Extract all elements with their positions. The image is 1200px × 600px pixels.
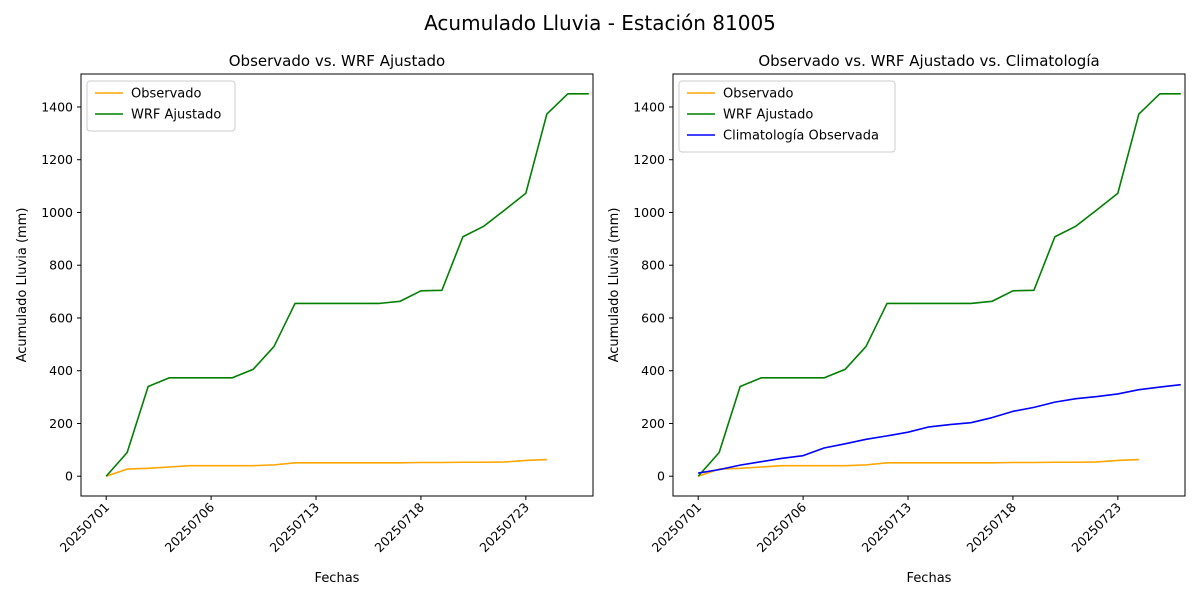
y-tick-label: 1200 <box>633 152 665 167</box>
y-tick-label: 0 <box>65 469 73 484</box>
x-tick-label: 20250713 <box>859 500 915 556</box>
y-axis-label: Acumulado Lluvia (mm) <box>15 208 30 363</box>
legend: Observado WRF Ajustado <box>86 80 236 132</box>
x-tick-label: 20250706 <box>754 499 810 555</box>
y-tick-label: 800 <box>49 258 73 273</box>
y-tick-label: 600 <box>49 310 73 325</box>
chart-panel-2: Observado vs. WRF Ajustado vs. Climatolo… <box>607 52 1186 586</box>
legend-entry: WRF Ajustado <box>723 108 813 123</box>
chart-panel-1: Observado vs. WRF Ajustado 0 200 400 600 800 1… <box>15 52 594 586</box>
y-tick-label: 1000 <box>633 205 665 220</box>
y-tick-label: 1000 <box>41 205 73 220</box>
series-line-observado <box>105 458 547 477</box>
legend-entry: WRF Ajustado <box>131 108 221 123</box>
y-tick-label: 400 <box>641 363 665 378</box>
plot-frame <box>80 73 594 497</box>
y-tick-label: 200 <box>641 416 665 431</box>
panel-title: Observado vs. WRF Ajustado <box>229 52 445 70</box>
x-axis-label: Fechas <box>315 571 360 586</box>
x-tick-label: 20250723 <box>476 500 532 556</box>
x-axis-label: Fechas <box>907 571 952 586</box>
series-line-wrf-ajustado <box>697 92 1181 477</box>
series-line-observado <box>697 458 1139 477</box>
legend: Observado WRF Ajustado Climatología Observ… <box>678 80 896 153</box>
legend-box <box>86 80 236 132</box>
y-tick-label: 200 <box>49 416 73 431</box>
series-line-climatología-observada <box>698 383 1181 474</box>
x-tick-label: 20250706 <box>162 499 218 555</box>
legend-entry: Climatología Observada <box>723 129 879 144</box>
x-tick-label: 20250718 <box>371 499 427 555</box>
panel-title: Observado vs. WRF Ajustado vs. Climatolo… <box>758 52 1099 70</box>
legend-entry: Observado <box>131 87 202 102</box>
x-tick-label: 20250723 <box>1068 500 1124 556</box>
x-tick-label: 20250701 <box>649 500 705 556</box>
y-tick-label: 400 <box>49 363 73 378</box>
chart-panels: Observado vs. WRF Ajustado 0 200 400 600 800 1… <box>15 52 1186 586</box>
plot-frame <box>672 73 1186 497</box>
series-line-wrf-ajustado <box>105 92 589 477</box>
x-tick-label: 20250713 <box>267 500 323 556</box>
y-axis-label: Acumulado Lluvia (mm) <box>607 208 622 363</box>
y-tick-label: 1200 <box>41 152 73 167</box>
legend-entry: Observado <box>723 87 794 102</box>
x-tick-label: 20250718 <box>963 499 1019 555</box>
y-tick-label: 1400 <box>633 99 665 114</box>
x-tick-label: 20250701 <box>57 500 113 556</box>
y-tick-label: 600 <box>641 310 665 325</box>
y-tick-label: 800 <box>641 258 665 273</box>
y-tick-label: 1400 <box>41 99 73 114</box>
legend-box <box>678 80 896 153</box>
y-tick-label: 0 <box>657 469 665 484</box>
figure-title: Acumulado Lluvia - Estación 81005 <box>424 11 776 35</box>
